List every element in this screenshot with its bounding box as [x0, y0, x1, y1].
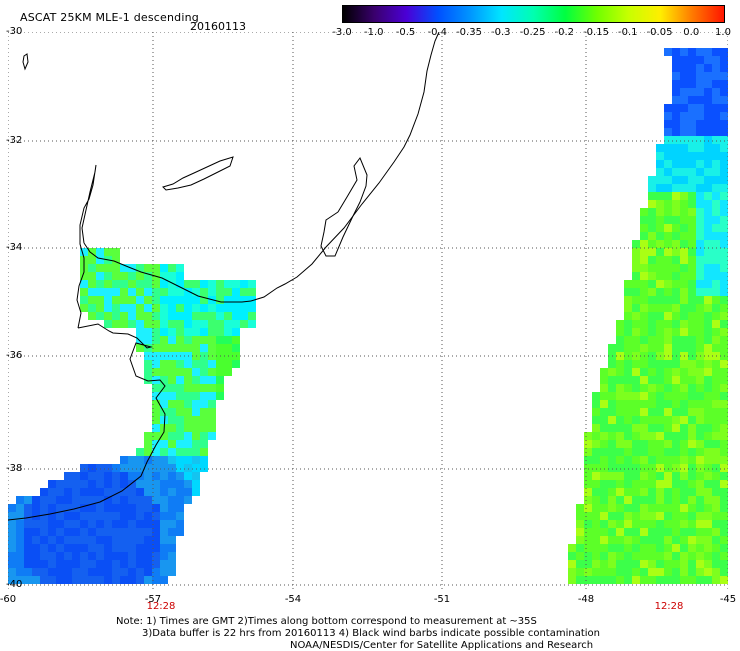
map-date: 20160113: [190, 20, 246, 33]
longitude-label: -54: [284, 594, 302, 605]
time-label-right: 12:28: [654, 601, 684, 612]
colorbar-tick-label: 1.0: [715, 27, 731, 38]
latitude-label: -38: [6, 463, 23, 474]
colorbar-tick-label: -0.5: [395, 27, 416, 38]
longitude-label: -48: [577, 594, 595, 605]
colorbar-tick-label: 0.0: [683, 27, 700, 38]
lagoon-coast: [320, 156, 368, 257]
longitude-label: -57: [144, 594, 162, 605]
note-line-3: NOAA/NESDIS/Center for Satellite Applica…: [290, 640, 594, 651]
time-label-left: 12:28: [146, 601, 176, 612]
note-line-2: 3)Data buffer is 22 hrs from 20160113 4)…: [142, 628, 600, 639]
graticule: [8, 32, 728, 592]
note-line-1: Note: 1) Times are GMT 2)Times along bot…: [116, 616, 537, 627]
colorbar: [342, 5, 725, 23]
colorbar-tick-label: -0.05: [646, 27, 673, 38]
coastline: [8, 32, 440, 521]
map-title: ASCAT 25KM MLE-1 descending: [20, 11, 199, 24]
satellite-map: [8, 32, 728, 592]
colorbar-tick-label: -1.0: [363, 27, 384, 38]
river-coast: [162, 156, 234, 191]
colorbar-tick-label: -3.0: [332, 27, 352, 38]
latitude-label: -34: [6, 242, 23, 253]
colorbar-tick-label: -0.4: [427, 27, 448, 38]
longitude-label: -60: [0, 594, 17, 605]
latitude-label: -32: [6, 135, 23, 146]
island-outline: [22, 53, 29, 71]
latitude-label: -30: [6, 26, 23, 37]
longitude-label: -45: [719, 594, 737, 605]
latitude-label: -36: [6, 350, 23, 361]
longitude-label: -51: [433, 594, 451, 605]
colorbar-tick-label: -0.1: [617, 27, 638, 38]
data-swaths: [8, 48, 728, 584]
latitude-label: -40: [6, 579, 23, 590]
estuary-coast: [83, 242, 252, 303]
